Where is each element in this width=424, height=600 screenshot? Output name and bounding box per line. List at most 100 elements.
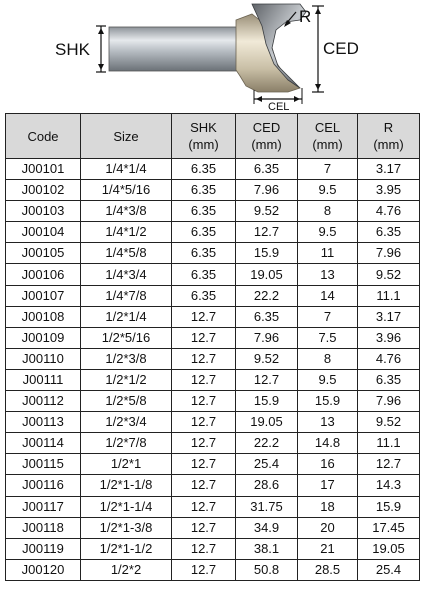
table-row: J00107 1/4*7/8 6.35 22.2 14 11.1	[5, 284, 420, 307]
cel-cell: 13	[297, 263, 358, 286]
ced-cell: 12.7	[235, 221, 298, 244]
r-cell: 6.35	[357, 368, 420, 392]
code-cell: J00119	[5, 537, 81, 560]
size-cell: 1/2*3/8	[80, 347, 172, 370]
code-cell: J00115	[5, 453, 81, 476]
r-cell: 6.35	[357, 221, 420, 244]
shk-cell: 12.7	[171, 432, 236, 455]
ced-cell: 22.2	[235, 284, 298, 307]
cel-cell: 7.5	[297, 326, 358, 349]
table-row: J00115 1/2*1 12.7 25.4 16 12.7	[5, 453, 420, 476]
cel-label: CEL	[268, 101, 289, 113]
r-cell: 3.17	[357, 305, 420, 328]
cel-cell: 14.8	[297, 432, 358, 455]
ced-cell: 19.05	[235, 411, 298, 434]
shk-cell: 6.35	[171, 221, 236, 244]
shk-cell: 12.7	[171, 495, 236, 518]
shk-cell: 6.35	[171, 200, 236, 223]
size-cell: 1/2*7/8	[80, 432, 172, 455]
shank	[108, 26, 238, 72]
table-row: J00119 1/2*1-1/2 12.7 38.1 21 19.05	[5, 537, 420, 560]
shk-cell: 12.7	[171, 305, 236, 328]
code-cell: J00107	[5, 284, 81, 307]
table-row: J00101 1/4*1/4 6.35 6.35 7 3.17	[5, 157, 420, 181]
ced-cell: 38.1	[235, 537, 298, 560]
ced-cell: 22.2	[235, 432, 298, 455]
size-cell: 1/4*7/8	[80, 284, 172, 307]
r-cell: 4.76	[357, 347, 420, 370]
table-row: J00108 1/2*1/4 12.7 6.35 7 3.17	[5, 305, 420, 328]
table-row: J00118 1/2*1-3/8 12.7 34.9 20 17.45	[5, 516, 420, 539]
cel-cell: 9.5	[297, 368, 358, 392]
r-cell: 19.05	[357, 537, 420, 560]
ced-cell: 28.6	[235, 474, 298, 497]
code-cell: J00111	[5, 368, 81, 392]
header-r: R (mm)	[357, 113, 420, 159]
ced-cell: 31.75	[235, 495, 298, 518]
size-cell: 1/2*1-1/4	[80, 495, 172, 518]
code-cell: J00118	[5, 516, 81, 539]
header-ced: CED (mm)	[235, 113, 298, 159]
table-row: J00102 1/4*5/16 6.35 7.96 9.5 3.95	[5, 179, 420, 202]
code-cell: J00102	[5, 179, 81, 202]
size-cell: 1/2*2	[80, 558, 172, 581]
shk-cell: 6.35	[171, 263, 236, 286]
cel-cell: 13	[297, 411, 358, 434]
cel-cell: 9.5	[297, 221, 358, 244]
cel-cell: 20	[297, 516, 358, 539]
table-row: J00106 1/4*3/4 6.35 19.05 13 9.52	[5, 263, 420, 286]
shk-cell: 6.35	[171, 284, 236, 307]
table-row: J00113 1/2*3/4 12.7 19.05 13 9.52	[5, 411, 420, 434]
cel-cell: 7	[297, 305, 358, 328]
cel-cell: 11	[297, 242, 358, 265]
table-row: J00103 1/4*3/8 6.35 9.52 8 4.76	[5, 200, 420, 223]
shk-cell: 12.7	[171, 537, 236, 560]
r-cell: 25.4	[357, 558, 420, 581]
size-cell: 1/4*5/16	[80, 179, 172, 202]
header-size: Size	[80, 113, 172, 159]
r-cell: 3.96	[357, 326, 420, 349]
header-cel: CEL (mm)	[297, 113, 358, 159]
r-cell: 15.9	[357, 495, 420, 518]
shk-cell: 6.35	[171, 157, 236, 181]
ced-cell: 7.96	[235, 326, 298, 349]
ced-cell: 9.52	[235, 347, 298, 370]
code-cell: J00101	[5, 157, 81, 181]
router-bit-drawing: R CED CEL SHK	[55, 3, 359, 113]
size-cell: 1/2*1-1/8	[80, 474, 172, 497]
table-row: J00112 1/2*5/8 12.7 15.9 15.9 7.96	[5, 390, 420, 413]
cel-cell: 8	[297, 200, 358, 223]
ced-cell: 12.7	[235, 368, 298, 392]
r-cell: 3.17	[357, 157, 420, 181]
table-header-row: Code Size SHK (mm) CED (mm) CEL (mm) R (mm)	[5, 113, 420, 159]
ced-cell: 15.9	[235, 390, 298, 413]
cel-cell: 9.5	[297, 179, 358, 202]
r-cell: 11.1	[357, 432, 420, 455]
cel-cell: 14	[297, 284, 358, 307]
table-row: J00105 1/4*5/8 6.35 15.9 11 7.96	[5, 242, 420, 265]
shk-cell: 6.35	[171, 242, 236, 265]
r-cell: 11.1	[357, 284, 420, 307]
shk-cell: 12.7	[171, 453, 236, 476]
r-cell: 9.52	[357, 263, 420, 286]
shk-cell: 12.7	[171, 390, 236, 413]
shk-cell: 12.7	[171, 411, 236, 434]
ced-cell: 50.8	[235, 558, 298, 581]
table-row: J00114 1/2*7/8 12.7 22.2 14.8 11.1	[5, 432, 420, 455]
shk-cell: 12.7	[171, 516, 236, 539]
cel-cell: 7	[297, 157, 358, 181]
size-cell: 1/4*3/8	[80, 200, 172, 223]
code-cell: J00109	[5, 326, 81, 349]
size-cell: 1/2*1-1/2	[80, 537, 172, 560]
cel-cell: 28.5	[297, 558, 358, 581]
code-cell: J00117	[5, 495, 81, 518]
cel-cell: 18	[297, 495, 358, 518]
code-cell: J00120	[5, 558, 81, 581]
cel-cell: 17	[297, 474, 358, 497]
cel-cell: 16	[297, 453, 358, 476]
size-cell: 1/2*1/4	[80, 305, 172, 328]
r-cell: 3.95	[357, 179, 420, 202]
r-cell: 4.76	[357, 200, 420, 223]
code-cell: J00104	[5, 221, 81, 244]
cutter-blade	[251, 3, 307, 89]
